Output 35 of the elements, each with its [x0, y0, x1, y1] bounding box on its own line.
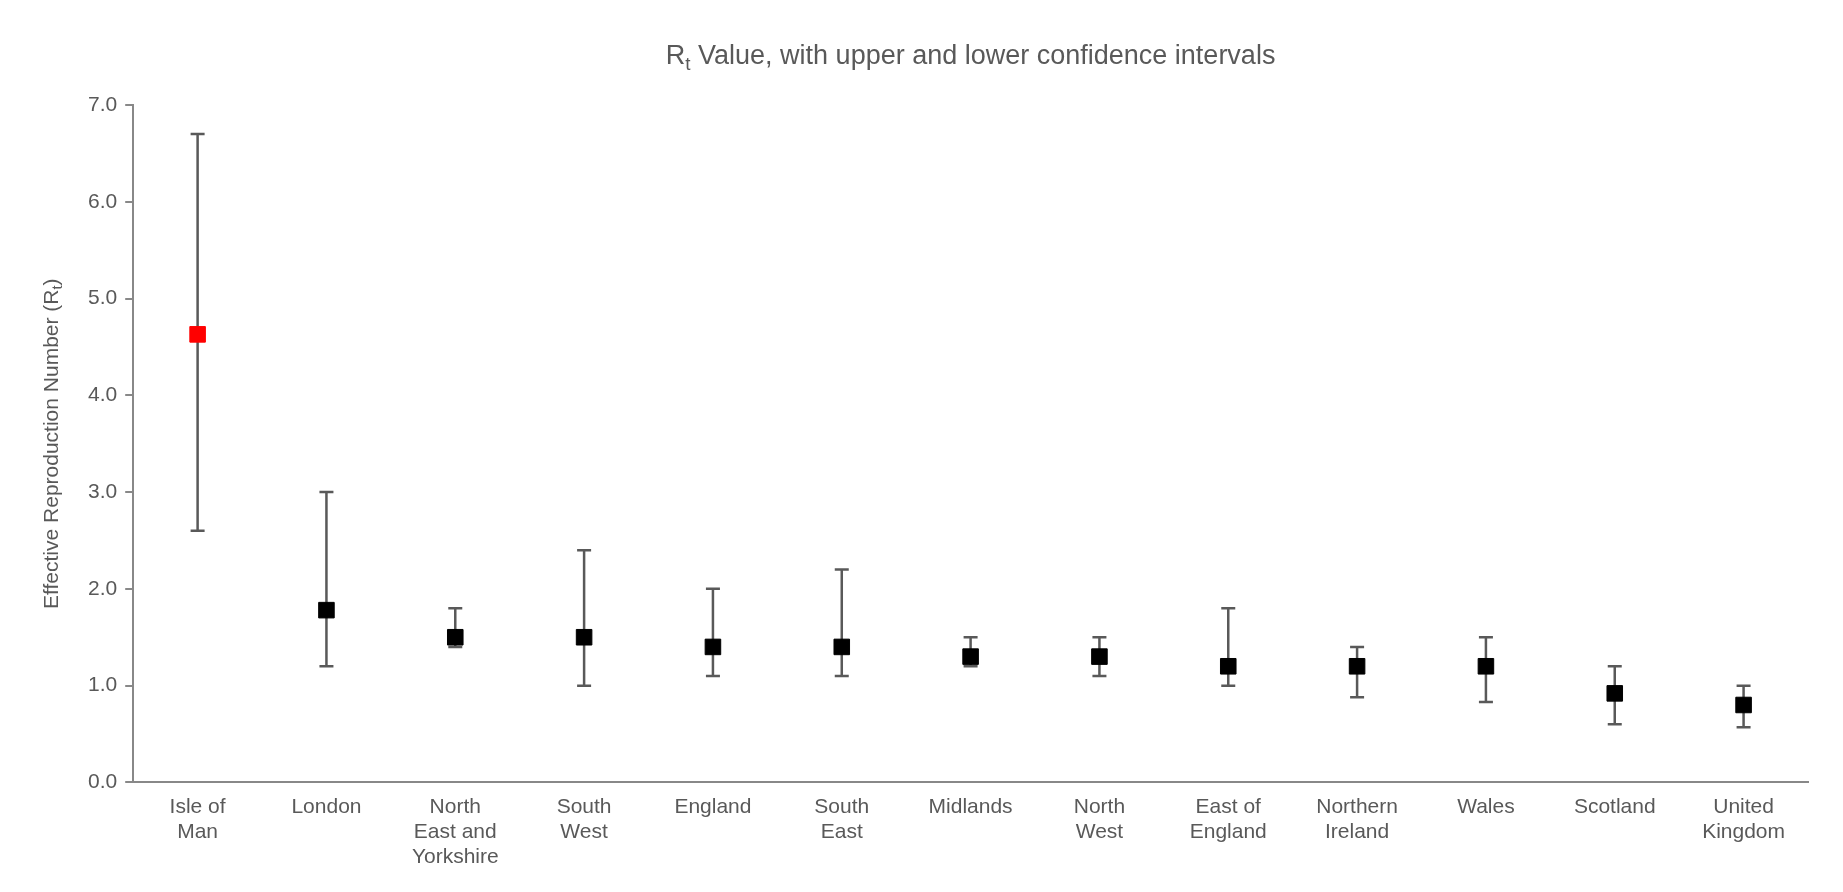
- y-tick-label: 2.0: [87, 575, 118, 599]
- point: [189, 326, 206, 343]
- y-axis-title: Effective Reproduction Number (Rt): [38, 278, 66, 609]
- x-tick-label: South East: [814, 793, 870, 842]
- x-tick-label: South West: [556, 793, 612, 842]
- point: [1735, 696, 1752, 714]
- x-tick-label: Wales: [1457, 793, 1515, 817]
- x-tick-label: Scotland: [1573, 793, 1656, 817]
- y-tick-label: 6.0: [87, 188, 118, 212]
- x-tick-label: London: [291, 793, 362, 817]
- x-tick-label: England: [674, 793, 752, 817]
- x-tick-label: Midlands: [928, 793, 1013, 817]
- y-tick-label: 4.0: [87, 382, 118, 406]
- y-tick-label: 0.0: [87, 769, 118, 793]
- x-tick-label: North West: [1073, 793, 1126, 842]
- x-tick-label: East of England: [1189, 793, 1267, 842]
- y-tick-label: 5.0: [87, 285, 118, 309]
- y-tick-label: 3.0: [87, 478, 118, 502]
- point: [1606, 685, 1624, 702]
- point: [704, 638, 722, 656]
- point: [318, 601, 335, 619]
- point: [1091, 648, 1108, 665]
- x-tick-label: North East and Yorkshire: [411, 793, 499, 868]
- x-tick-label: Isle of Man: [169, 793, 226, 842]
- x-tick-label: United Kingdom: [1702, 793, 1786, 842]
- point: [833, 638, 851, 656]
- point: [962, 648, 979, 665]
- y-tick-label: 7.0: [87, 91, 118, 115]
- x-tick-label: Northern Ireland: [1316, 793, 1398, 842]
- point: [1477, 658, 1495, 675]
- point: [446, 628, 464, 646]
- y-tick-label: 1.0: [87, 672, 118, 696]
- point: [1348, 658, 1366, 675]
- point: [575, 628, 593, 646]
- point: [1219, 658, 1237, 675]
